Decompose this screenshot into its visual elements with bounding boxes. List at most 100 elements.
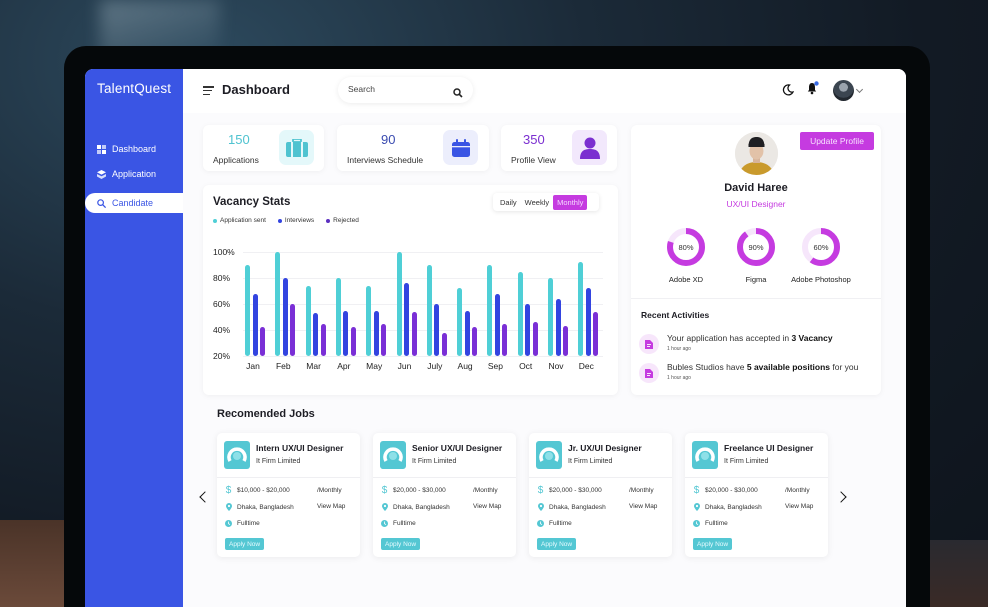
bar-application-sent[interactable]	[396, 252, 402, 356]
bar-interviews[interactable]	[404, 283, 409, 356]
bar-interviews[interactable]	[525, 304, 531, 356]
activity-time: 1 hour ago	[667, 375, 691, 381]
tab-monthly[interactable]: Monthly	[553, 194, 588, 210]
bar-rejected[interactable]	[441, 332, 447, 356]
bar-interviews[interactable]	[282, 278, 288, 356]
bar-rejected[interactable]	[563, 326, 568, 356]
bar-rejected[interactable]	[532, 322, 538, 356]
y-axis-tick: 100%	[213, 247, 235, 257]
job-card[interactable]: Jr. UX/UI Designer It Firm Limited $ $20,00…	[529, 433, 672, 557]
apply-now-button[interactable]: Apply Now	[693, 538, 733, 550]
salary-period: /Monthly	[785, 487, 810, 494]
bar-rejected[interactable]	[381, 323, 387, 356]
job-card[interactable]: Intern UX/UI Designer It Firm Limited $ $10…	[217, 433, 360, 557]
bar-application-sent[interactable]	[457, 288, 463, 356]
x-axis-label: Sep	[487, 361, 503, 371]
bar-application-sent[interactable]	[335, 278, 341, 356]
skill-name: Adobe Photoshop	[791, 275, 851, 284]
update-profile-button[interactable]: Update Profile	[800, 132, 874, 150]
activity-text: Bubles Studios have 5 available position…	[667, 362, 859, 372]
bar-interviews[interactable]	[343, 310, 349, 356]
job-card[interactable]: Freelance UI Designer It Firm Limited $ $20…	[685, 433, 828, 557]
skill-percent: 80%	[678, 242, 694, 252]
gridline	[243, 278, 603, 279]
x-axis-label: Feb	[275, 361, 291, 371]
bar-rejected[interactable]	[593, 311, 599, 356]
view-map-link[interactable]: View Map	[629, 503, 658, 510]
bar-interviews[interactable]	[434, 304, 440, 356]
bar-rejected[interactable]	[472, 327, 478, 356]
y-axis-tick: 80%	[213, 273, 231, 283]
apply-now-button[interactable]: Apply Now	[225, 538, 265, 550]
bar-application-sent[interactable]	[305, 285, 311, 356]
sidebar-item-dashboard[interactable]: Dashboard	[85, 139, 183, 159]
bar-application-sent[interactable]	[366, 285, 372, 356]
view-map-link[interactable]: View Map	[317, 503, 346, 510]
divider	[217, 477, 360, 478]
bar-application-sent[interactable]	[275, 252, 281, 356]
dollar-icon: $	[225, 485, 232, 496]
bar-application-sent[interactable]	[487, 265, 493, 356]
activity-item[interactable]: Bubles Studios have 5 available position…	[639, 362, 879, 386]
user-avatar[interactable]	[833, 80, 854, 101]
skill-progress: 60% Adobe Photoshop	[781, 227, 861, 284]
view-map-link[interactable]: View Map	[785, 503, 814, 510]
skill-progress: 90% Figma	[716, 227, 796, 284]
bar-application-sent[interactable]	[578, 262, 584, 356]
bar-interviews[interactable]	[494, 293, 500, 356]
company-logo	[224, 441, 250, 469]
bar-application-sent[interactable]	[548, 278, 553, 356]
salary-period: /Monthly	[629, 487, 654, 494]
activity-item[interactable]: Your application has accepted in 3 Vacan…	[639, 333, 879, 357]
bar-interviews[interactable]	[585, 288, 591, 356]
bar-interviews[interactable]	[555, 298, 561, 356]
bar-rejected[interactable]	[411, 311, 417, 356]
bar-rejected[interactable]	[290, 304, 296, 356]
divider	[529, 477, 672, 478]
skill-name: Adobe XD	[668, 275, 704, 284]
search-icon[interactable]	[453, 85, 463, 98]
bar-application-sent[interactable]	[517, 271, 523, 356]
apply-now-button[interactable]: Apply Now	[381, 538, 421, 550]
bar-application-sent[interactable]	[426, 265, 432, 356]
tab-daily[interactable]: Daily	[500, 197, 517, 207]
recent-activities-title: Recent Activities	[641, 310, 710, 320]
carousel-next-arrow[interactable]	[835, 491, 847, 503]
dashboard-icon	[97, 144, 106, 154]
bar-interviews[interactable]	[464, 310, 470, 356]
bar-rejected[interactable]	[350, 327, 356, 356]
clock-icon	[381, 520, 388, 527]
salary-period: /Monthly	[473, 487, 498, 494]
tab-weekly[interactable]: Weekly	[524, 197, 550, 207]
bar-rejected[interactable]	[320, 323, 326, 356]
user-icon	[572, 130, 607, 165]
briefcase-icon	[279, 130, 314, 165]
job-title: Jr. UX/UI Designer	[568, 443, 642, 453]
apply-now-button[interactable]: Apply Now	[537, 538, 577, 550]
divider	[631, 298, 881, 299]
chevron-down-icon[interactable]	[855, 85, 864, 94]
bar-rejected[interactable]	[502, 323, 508, 356]
stat-value: 350	[523, 132, 545, 147]
bell-icon[interactable]	[806, 81, 820, 100]
location-pin-icon	[537, 503, 544, 511]
menu-icon[interactable]	[203, 86, 214, 96]
job-type: Fulltime	[549, 520, 572, 527]
bar-interviews[interactable]	[252, 293, 258, 356]
gridline	[243, 356, 603, 357]
bar-application-sent[interactable]	[245, 265, 250, 356]
progress-ring-icon: 90%	[736, 227, 776, 267]
bar-interviews[interactable]	[373, 310, 379, 356]
sidebar-item-application[interactable]: Application	[85, 164, 183, 184]
view-map-link[interactable]: View Map	[473, 503, 502, 510]
company-name: It Firm Limited	[256, 458, 301, 465]
sidebar-item-candidate[interactable]: Candidate	[85, 193, 183, 213]
moon-icon[interactable]	[782, 83, 795, 101]
profile-name: David Haree	[724, 182, 788, 194]
job-title: Freelance UI Designer	[724, 443, 814, 453]
bar-interviews[interactable]	[313, 313, 319, 356]
bar-rejected[interactable]	[260, 327, 265, 356]
job-card[interactable]: Senior UX/UI Designer It Firm Limited $ $20…	[373, 433, 516, 557]
carousel-prev-arrow[interactable]	[199, 491, 211, 503]
search-input[interactable]	[348, 84, 448, 94]
